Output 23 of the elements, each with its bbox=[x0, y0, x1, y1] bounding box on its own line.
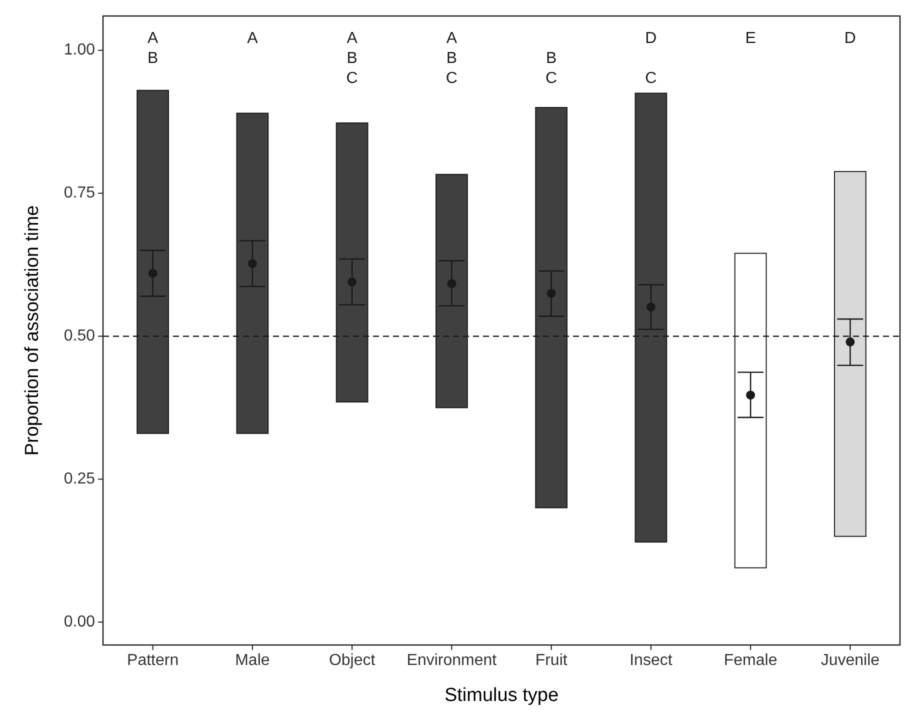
x-tick-label: Fruit bbox=[535, 652, 568, 669]
x-axis-title: Stimulus type bbox=[444, 685, 559, 706]
x-tick-label: Juvenile bbox=[820, 652, 880, 669]
annotation: D bbox=[844, 30, 856, 48]
y-tick-label: 1.00 bbox=[64, 42, 96, 59]
y-tick-label: 0.50 bbox=[64, 327, 96, 344]
x-tick-label: Insect bbox=[630, 652, 673, 669]
y-tick-label: 0.00 bbox=[64, 613, 96, 630]
annotation: A B C bbox=[346, 30, 358, 88]
annotation: B C bbox=[546, 50, 558, 88]
x-tick-label: Pattern bbox=[127, 652, 179, 669]
y-tick-label: 0.25 bbox=[64, 470, 96, 488]
y-tick-label: 0.75 bbox=[64, 184, 96, 202]
x-tick-label: Environment bbox=[406, 652, 498, 669]
text: D C bbox=[645, 30, 657, 88]
annotation: A B C bbox=[446, 30, 458, 88]
annotation: A bbox=[247, 30, 258, 48]
annotation: E bbox=[745, 30, 756, 48]
annotation: A B bbox=[147, 30, 158, 68]
x-tick-label: Object bbox=[328, 652, 376, 669]
y-axis-title: Proportion of association time bbox=[22, 205, 43, 456]
x-tick-label: Male bbox=[235, 652, 270, 669]
x-tick-label: Female bbox=[724, 652, 778, 669]
